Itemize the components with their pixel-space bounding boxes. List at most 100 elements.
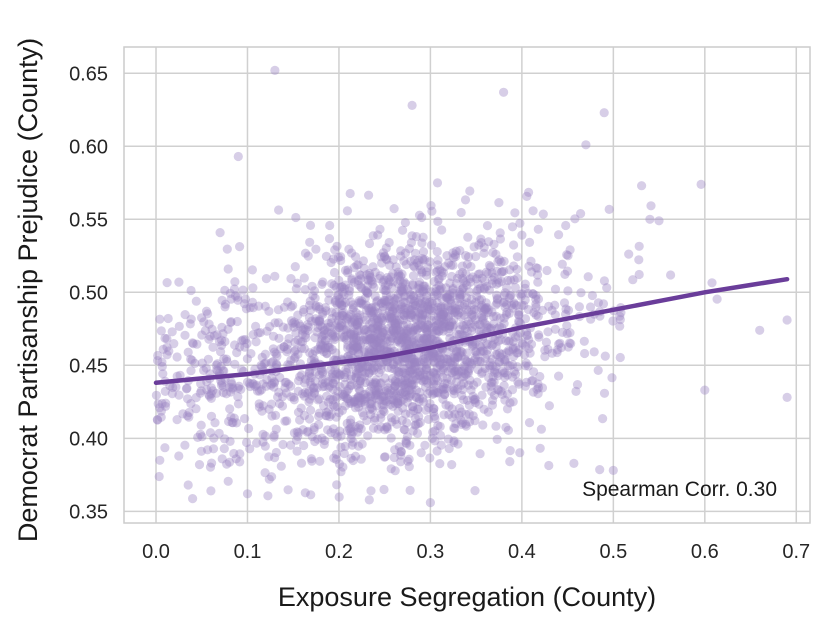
scatter-point [353,344,363,354]
scatter-point [228,418,238,428]
scatter-point [404,382,414,392]
scatter-point [300,374,310,384]
scatter-point [358,363,368,373]
scatter-point [325,322,335,332]
scatter-point [471,251,481,262]
scatter-point [494,278,504,288]
scatter-point [376,378,386,388]
scatter-point [453,439,463,449]
scatter-point [411,314,421,324]
scatter-point [335,283,345,293]
scatter-point [479,312,489,322]
scatter-point [429,303,439,313]
scatter-point [362,305,372,315]
scatter-point [350,451,361,461]
scatter-point [491,311,501,321]
scatter-point [499,319,509,329]
scatter-point [434,357,444,367]
scatter-point [309,425,319,435]
scatter-point [400,217,410,228]
scatter-point [260,301,270,311]
x-tick-labels: 0.0 0.1 0.2 0.3 0.4 0.5 0.6 0.7 [142,541,810,563]
scatter-point [519,350,530,360]
scatter-point [432,266,442,276]
scatter-point [459,372,469,382]
scatter-point [322,349,332,359]
scatter-point [507,385,518,395]
scatter-point [433,350,443,361]
scatter-point [415,303,425,313]
scatter-point [295,415,305,425]
scatter-point [383,383,393,393]
scatter-point [495,313,505,323]
scatter-point [367,403,377,413]
scatter-point [425,399,435,409]
scatter-point [375,271,385,281]
scatter-point [392,378,402,388]
scatter-point [299,304,309,315]
scatter-point [443,367,453,377]
scatter-point [393,318,403,328]
scatter-point [494,322,505,332]
scatter-point [372,297,382,307]
scatter-point [156,326,166,336]
scatter-point [408,291,418,301]
scatter-point [475,449,485,459]
scatter-point [316,345,326,355]
scatter-point [380,251,390,261]
scatter-point [404,462,414,472]
scatter-point [510,332,521,342]
scatter-point [510,343,520,353]
scatter-point [353,260,363,270]
scatter-point [337,296,347,306]
scatter-point [266,399,277,409]
scatter-point [447,368,457,378]
scatter-point [335,320,345,330]
scatter-point [439,354,449,364]
scatter-point [152,415,162,425]
scatter-point [336,255,346,266]
scatter-point [404,244,414,254]
scatter-point [398,225,408,235]
scatter-point [446,260,456,270]
scatter-point [352,342,362,352]
scatter-point [398,380,408,391]
scatter-point [321,306,331,316]
scatter-point [272,351,282,361]
scatter-point [537,383,548,393]
scatter-point [431,284,441,294]
scatter-point [413,320,423,331]
scatter-point [420,353,431,364]
scatter-point [508,303,518,313]
scatter-point [583,272,593,282]
scatter-point [430,368,440,378]
scatter-point [429,291,439,301]
scatter-point [472,286,482,296]
scatter-point [156,412,166,422]
scatter-point [465,274,475,284]
scatter-point [317,334,327,345]
scatter-point [247,378,257,388]
scatter-point [421,267,432,277]
scatter-point [509,366,519,377]
scatter-point [393,398,403,408]
scatter-point [420,370,430,380]
scatter-point [346,423,356,433]
scatter-point [212,365,222,375]
scatter-point [478,315,488,325]
scatter-point [398,332,408,342]
scatter-point [268,331,279,341]
scatter-point [400,303,410,313]
scatter-point [168,382,178,393]
scatter-point [453,310,463,320]
scatter-point [379,275,389,285]
scatter-point [444,401,454,411]
scatter-point [487,268,497,278]
x-tick-label: 0.2 [325,541,353,563]
scatter-point [550,284,561,294]
scatter-point [499,313,509,323]
scatter-point [342,313,352,323]
scatter-point [388,316,398,326]
scatter-point [416,320,426,330]
scatter-point [531,263,541,273]
